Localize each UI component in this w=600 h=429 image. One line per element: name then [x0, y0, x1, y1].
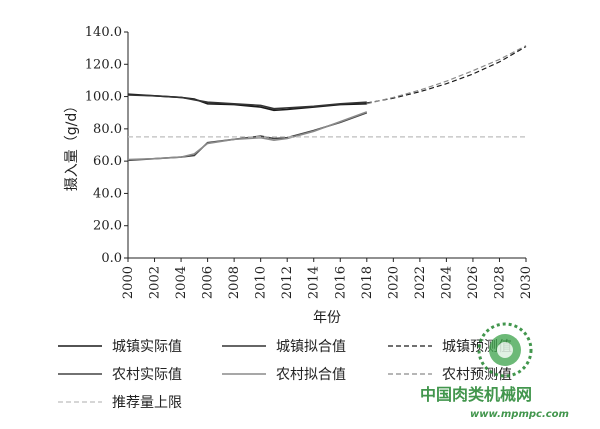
- watermark-site-name: 中国肉类机械网: [420, 385, 532, 404]
- watermark: 中国肉类机械网 www.mpmpc.com: [420, 322, 569, 420]
- y-tick-label: 100.0: [85, 90, 122, 105]
- x-tick-label: 2020: [386, 266, 401, 299]
- watermark-url: www.mpmpc.com: [470, 409, 569, 420]
- y-tick-label: 140.0: [85, 25, 122, 40]
- x-tick-label: 2006: [201, 266, 216, 299]
- watermark-logo: [477, 322, 533, 378]
- series-line-5: [366, 45, 527, 105]
- x-tick-label: 2026: [466, 266, 481, 299]
- series-line-1: [127, 94, 367, 110]
- y-tick-label: 20.0: [93, 219, 122, 234]
- x-tick-label: 2022: [413, 266, 428, 299]
- y-tick-label: 120.0: [85, 57, 122, 72]
- x-tick-label: 2016: [333, 266, 348, 299]
- x-tick-label: 2028: [492, 266, 507, 299]
- x-tick-label: 2002: [148, 266, 163, 299]
- y-tick-label: 80.0: [93, 122, 122, 137]
- legend-label-6: 推荐量上限: [112, 395, 182, 411]
- x-tick-label: 2012: [280, 266, 295, 299]
- y-tick-label: 0.0: [101, 251, 122, 266]
- series-group: [127, 45, 527, 162]
- x-tick-label: 2008: [227, 266, 242, 299]
- y-axis-title: 摄入量（g/d）: [64, 99, 80, 192]
- series-line-2: [366, 45, 527, 104]
- x-tick-label: 2014: [307, 266, 322, 299]
- x-axis-title: 年份: [313, 310, 341, 326]
- legend-label-5: 农村预测值: [442, 367, 512, 383]
- legend-label-1: 城镇拟合值: [276, 339, 346, 355]
- legend-label-0: 城镇实际值: [112, 339, 182, 355]
- legend-label-4: 农村拟合值: [276, 367, 346, 383]
- series-line-4: [127, 111, 368, 161]
- y-tick-label: 40.0: [93, 186, 122, 201]
- y-tick-label: 60.0: [93, 154, 122, 169]
- legend-label-3: 农村实际值: [112, 367, 182, 383]
- x-tick-label: 2010: [254, 266, 269, 299]
- x-tick-label: 2000: [121, 266, 136, 299]
- axes: 0.0 20.0 40.0 60.0 80.0 100.0 120.0 140.0 2000 20…: [64, 25, 534, 326]
- x-tick-label: 2018: [360, 266, 375, 299]
- x-tick-label: 2030: [519, 266, 534, 299]
- x-tick-label: 2024: [439, 266, 454, 299]
- x-tick-label: 2004: [174, 266, 189, 299]
